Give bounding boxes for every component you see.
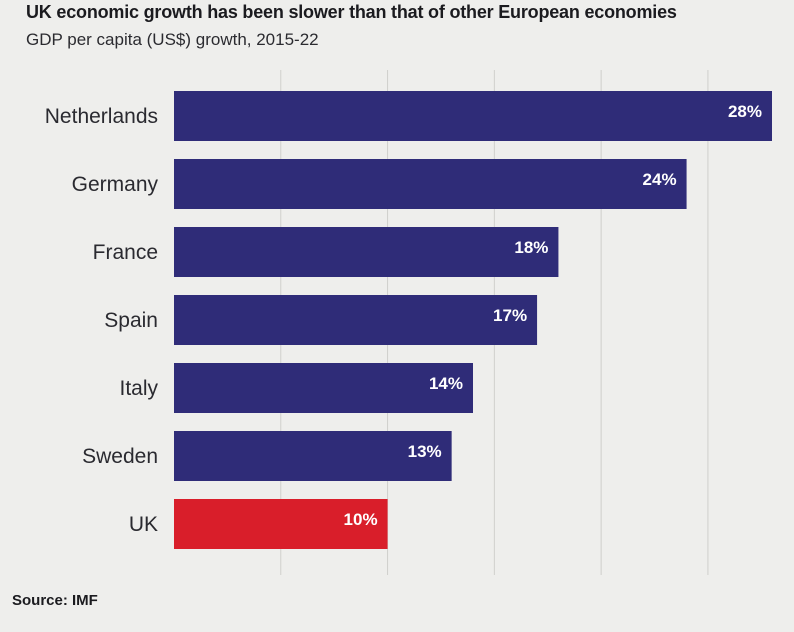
chart-source: Source: IMF <box>12 592 98 609</box>
category-label-sweden: Sweden <box>82 445 158 468</box>
bar-italy <box>174 363 473 413</box>
category-label-italy: Italy <box>119 377 158 400</box>
category-label-spain: Spain <box>104 309 158 332</box>
chart-subtitle: GDP per capita (US$) growth, 2015-22 <box>26 30 319 49</box>
value-label-spain: 17% <box>493 306 527 325</box>
bar-uk <box>174 499 388 549</box>
value-label-italy: 14% <box>429 374 463 393</box>
category-label-germany: Germany <box>72 173 159 196</box>
bar-sweden <box>174 431 452 481</box>
value-label-netherlands: 28% <box>728 102 762 121</box>
category-label-france: France <box>93 241 158 264</box>
value-label-france: 18% <box>514 238 548 257</box>
bar-netherlands <box>174 91 772 141</box>
bar-france <box>174 227 559 277</box>
value-label-germany: 24% <box>643 170 677 189</box>
bar-spain <box>174 295 538 345</box>
category-label-uk: UK <box>129 513 158 536</box>
value-label-uk: 10% <box>344 510 378 529</box>
value-label-sweden: 13% <box>408 442 442 461</box>
category-label-netherlands: Netherlands <box>45 105 158 128</box>
bar-germany <box>174 159 687 209</box>
chart-title: UK economic growth has been slower than … <box>26 2 677 22</box>
